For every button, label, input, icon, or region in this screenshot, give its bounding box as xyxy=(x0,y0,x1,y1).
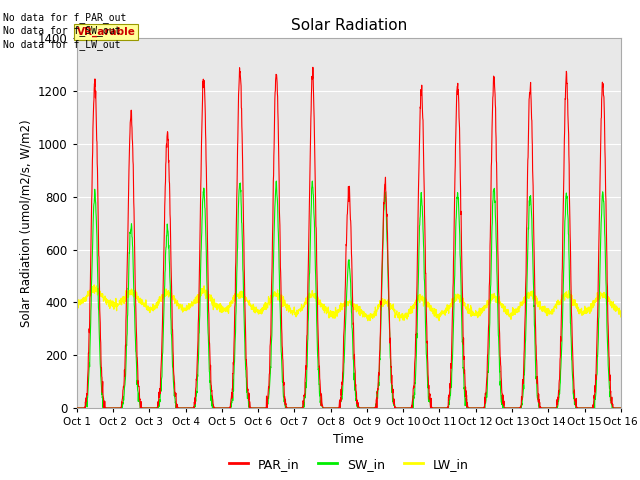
Legend: PAR_in, SW_in, LW_in: PAR_in, SW_in, LW_in xyxy=(224,453,474,476)
Text: No data for f_PAR_out: No data for f_PAR_out xyxy=(3,12,127,23)
X-axis label: Time: Time xyxy=(333,432,364,445)
Text: No data for f_LW_out: No data for f_LW_out xyxy=(3,39,121,50)
Title: Solar Radiation: Solar Radiation xyxy=(291,18,407,33)
Text: No data for f_SW_out: No data for f_SW_out xyxy=(3,25,121,36)
Text: VR_arable: VR_arable xyxy=(77,27,136,37)
Y-axis label: Solar Radiation (umol/m2/s, W/m2): Solar Radiation (umol/m2/s, W/m2) xyxy=(19,120,33,327)
